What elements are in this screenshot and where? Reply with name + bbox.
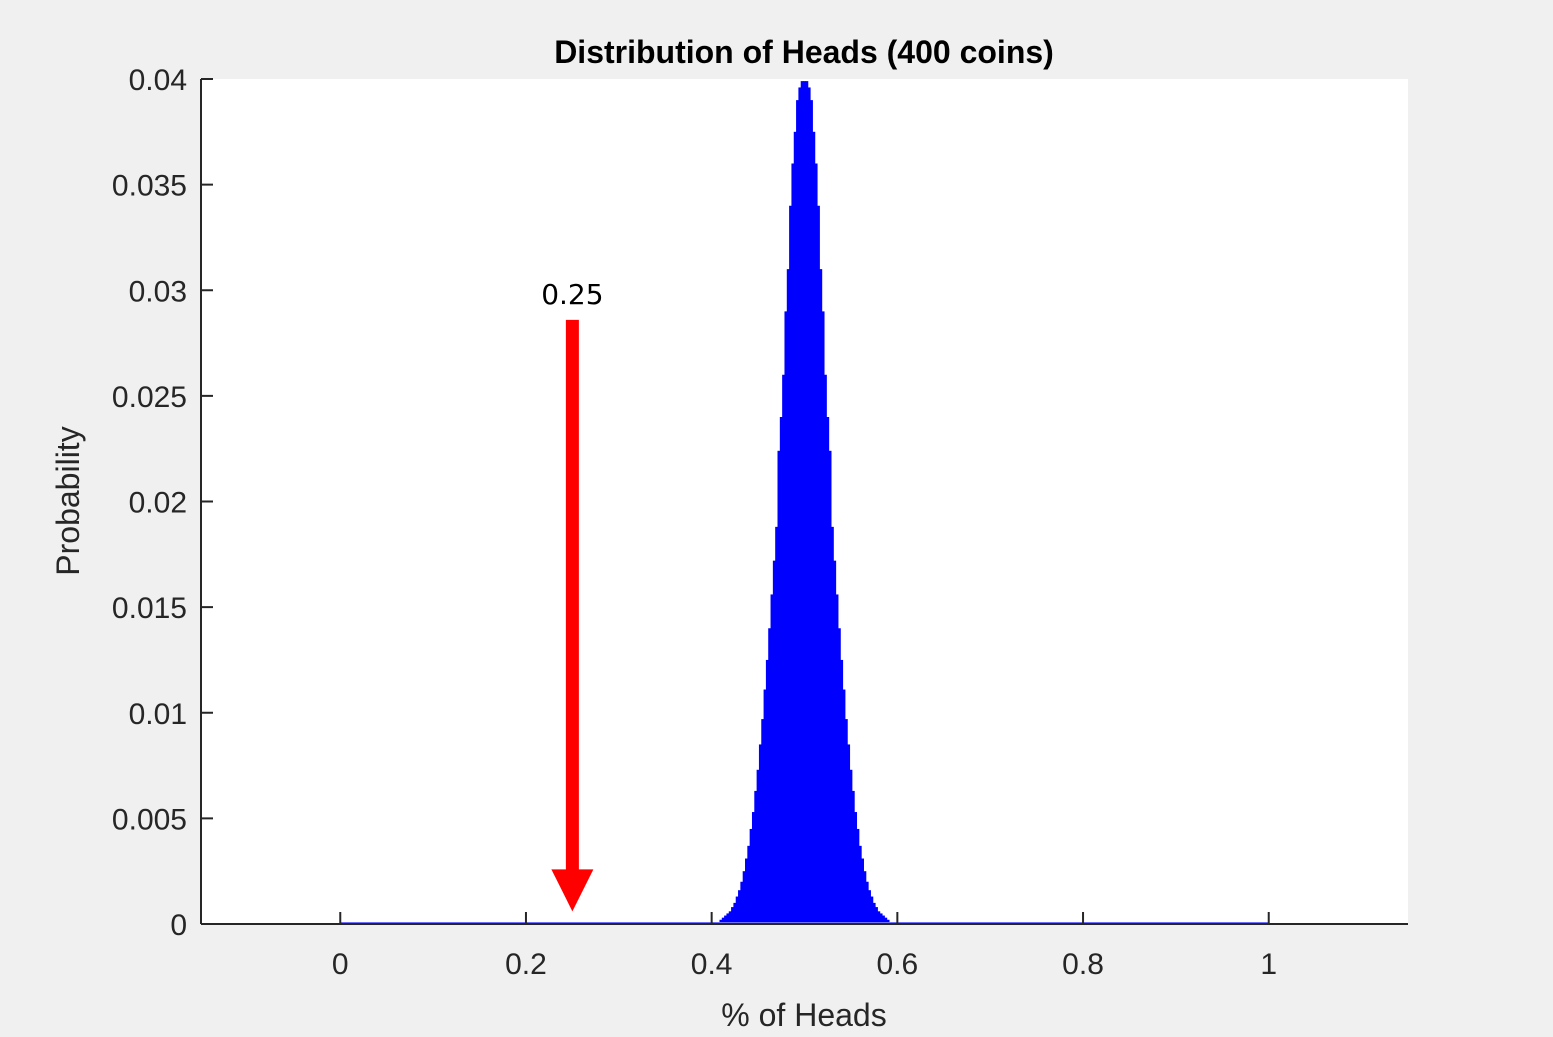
bar bbox=[856, 828, 860, 924]
bar bbox=[775, 526, 779, 924]
bar bbox=[747, 845, 751, 924]
bar bbox=[812, 131, 816, 924]
bar bbox=[765, 659, 769, 924]
bar bbox=[761, 719, 765, 924]
annotation-group: 0.25 bbox=[541, 278, 604, 912]
bar bbox=[870, 896, 874, 924]
bar bbox=[854, 812, 858, 924]
bar bbox=[770, 594, 774, 924]
y-tick-label: 0.01 bbox=[129, 698, 187, 731]
bar bbox=[786, 269, 790, 924]
bar bbox=[735, 896, 739, 924]
y-tick-label: 0.04 bbox=[129, 64, 187, 97]
x-tick-label: 0.2 bbox=[505, 948, 547, 981]
bar bbox=[758, 744, 762, 924]
bar bbox=[754, 790, 758, 924]
bars-group bbox=[719, 81, 890, 925]
x-axis-label: % of Heads bbox=[721, 997, 886, 1033]
bar bbox=[719, 919, 723, 924]
bar bbox=[833, 560, 837, 924]
bar bbox=[835, 594, 839, 924]
bar bbox=[768, 628, 772, 924]
bar bbox=[803, 81, 806, 925]
bar bbox=[884, 917, 888, 924]
bar bbox=[842, 689, 846, 924]
bar bbox=[881, 915, 885, 924]
y-tick-label: 0.015 bbox=[112, 592, 187, 625]
bar bbox=[847, 744, 851, 924]
bar bbox=[830, 526, 834, 924]
bar bbox=[777, 450, 781, 924]
x-ticks-group: 0 0.2 0.4 0.6 0.8 1 bbox=[332, 912, 1277, 981]
bar bbox=[733, 902, 737, 924]
bar bbox=[810, 100, 813, 924]
bar bbox=[738, 890, 741, 924]
bar bbox=[731, 907, 735, 924]
bar bbox=[749, 828, 753, 924]
bar bbox=[865, 881, 869, 924]
bar bbox=[816, 205, 820, 924]
y-tick-label: 0.005 bbox=[112, 803, 187, 836]
bar bbox=[745, 858, 748, 924]
bar bbox=[819, 269, 823, 924]
y-tick-label: 0.035 bbox=[112, 170, 187, 203]
bar bbox=[837, 628, 841, 924]
bar bbox=[886, 919, 890, 924]
bar bbox=[782, 374, 786, 924]
bar bbox=[874, 907, 878, 924]
bar bbox=[772, 560, 776, 924]
bar bbox=[784, 311, 788, 924]
bar bbox=[789, 205, 793, 924]
bar bbox=[868, 890, 871, 924]
bar bbox=[821, 311, 825, 924]
bar bbox=[805, 81, 809, 925]
bar bbox=[779, 417, 783, 924]
bar bbox=[840, 659, 844, 924]
y-ticks-group: 0 0.005 0.01 0.015 0.02 0.025 0.03 0.035 0.04 bbox=[112, 64, 213, 942]
bar bbox=[742, 871, 746, 924]
bar bbox=[828, 450, 832, 924]
bar bbox=[826, 417, 830, 924]
y-tick-label: 0.025 bbox=[112, 381, 187, 414]
annotation-label: 0.25 bbox=[541, 278, 603, 311]
y-tick-label: 0.03 bbox=[129, 275, 187, 308]
bar bbox=[798, 87, 802, 924]
bar bbox=[724, 915, 728, 924]
bar bbox=[879, 913, 883, 924]
y-tick-label: 0.02 bbox=[129, 487, 187, 520]
bar bbox=[823, 374, 827, 924]
bar bbox=[844, 719, 848, 924]
x-tick-label: 0.8 bbox=[1062, 948, 1104, 981]
x-tick-label: 1 bbox=[1260, 948, 1277, 981]
bar bbox=[849, 769, 853, 924]
y-axis-label: Probability bbox=[50, 426, 86, 575]
bar bbox=[872, 902, 876, 924]
x-tick-label: 0 bbox=[332, 948, 349, 981]
bar bbox=[877, 911, 881, 924]
bar bbox=[807, 87, 811, 924]
bar bbox=[861, 858, 864, 924]
bar bbox=[751, 812, 755, 924]
bar bbox=[793, 131, 797, 924]
bar bbox=[763, 689, 767, 924]
bar bbox=[740, 881, 744, 924]
bar bbox=[726, 913, 730, 924]
bar bbox=[728, 911, 732, 924]
bar bbox=[756, 769, 760, 924]
bar bbox=[796, 100, 799, 924]
x-tick-label: 0.4 bbox=[691, 948, 733, 981]
y-tick-label: 0 bbox=[170, 909, 187, 942]
bar bbox=[800, 81, 804, 925]
bar bbox=[863, 871, 867, 924]
annotation-arrow-head bbox=[551, 869, 594, 912]
bar bbox=[851, 790, 855, 924]
chart-title: Distribution of Heads (400 coins) bbox=[554, 34, 1054, 70]
bar bbox=[721, 917, 725, 924]
bar bbox=[791, 163, 795, 924]
bar bbox=[858, 845, 862, 924]
bar bbox=[814, 163, 818, 924]
x-tick-label: 0.6 bbox=[876, 948, 918, 981]
